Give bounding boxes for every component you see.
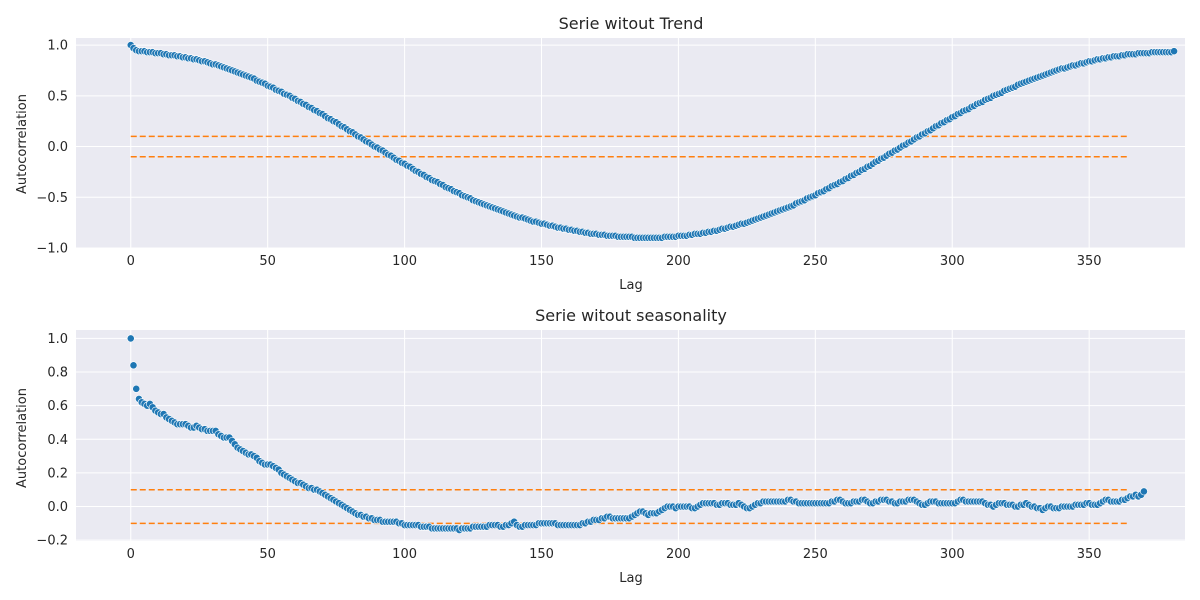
top-chart-panel: 0 50 100 150 200 250 300 350 −1.0 −0.5 0.0 0.5 1.0 S… (15, 14, 1185, 293)
x-tick-label: 0 (127, 547, 135, 562)
data-point (126, 334, 135, 343)
y-tick-label: 1.0 (47, 39, 68, 54)
chart-title: Serie witout seasonality (535, 306, 727, 325)
x-axis-label: Lag (619, 571, 642, 586)
x-tick-label: 250 (803, 547, 828, 562)
x-axis-label: Lag (619, 278, 642, 293)
x-tick-label: 50 (259, 254, 276, 269)
data-point (129, 361, 138, 370)
x-tick-label: 100 (392, 254, 417, 269)
y-tick-label: 0.0 (47, 500, 68, 515)
y-tick-label: 0.8 (47, 366, 68, 381)
y-tick-label: −0.2 (36, 534, 68, 549)
x-tick-label: 50 (259, 547, 276, 562)
x-tick-label: 350 (1077, 547, 1102, 562)
y-tick-label: 0.0 (47, 140, 68, 155)
y-tick-label: −1.0 (36, 242, 68, 257)
plot-area: 0 50 100 150 200 250 300 350 −1.0 −0.5 0.0 0.5 1.0 (36, 38, 1185, 269)
bottom-chart-panel: 0 50 100 150 200 250 300 350 −0.2 0.0 0.2 0.4 0.6 0.8… (15, 306, 1185, 586)
x-tick-label: 0 (127, 254, 135, 269)
data-point (132, 384, 141, 393)
y-tick-label: 0.5 (47, 89, 68, 104)
x-tick-label: 150 (529, 254, 554, 269)
x-tick-label: 250 (803, 254, 828, 269)
x-tick-label: 300 (940, 547, 965, 562)
x-tick-label: 350 (1077, 254, 1102, 269)
plot-area: 0 50 100 150 200 250 300 350 −0.2 0.0 0.2 0.4 0.6 0.8… (36, 330, 1185, 562)
x-tick-label: 150 (529, 547, 554, 562)
y-tick-label: 0.4 (47, 433, 68, 448)
y-tick-label: 1.0 (47, 332, 68, 347)
y-axis-label: Autocorrelation (15, 94, 30, 194)
x-tick-label: 300 (940, 254, 965, 269)
data-point (1140, 487, 1148, 496)
y-tick-label: 0.2 (47, 466, 68, 481)
x-tick-label: 200 (666, 547, 691, 562)
plot-background (76, 38, 1185, 248)
x-tick-label: 200 (666, 254, 691, 269)
data-point (1170, 47, 1178, 56)
y-tick-label: 0.6 (47, 399, 68, 414)
x-tick-label: 100 (392, 547, 417, 562)
chart-title: Serie witout Trend (559, 14, 704, 33)
y-tick-label: −0.5 (36, 191, 68, 206)
y-axis-label: Autocorrelation (15, 388, 30, 488)
